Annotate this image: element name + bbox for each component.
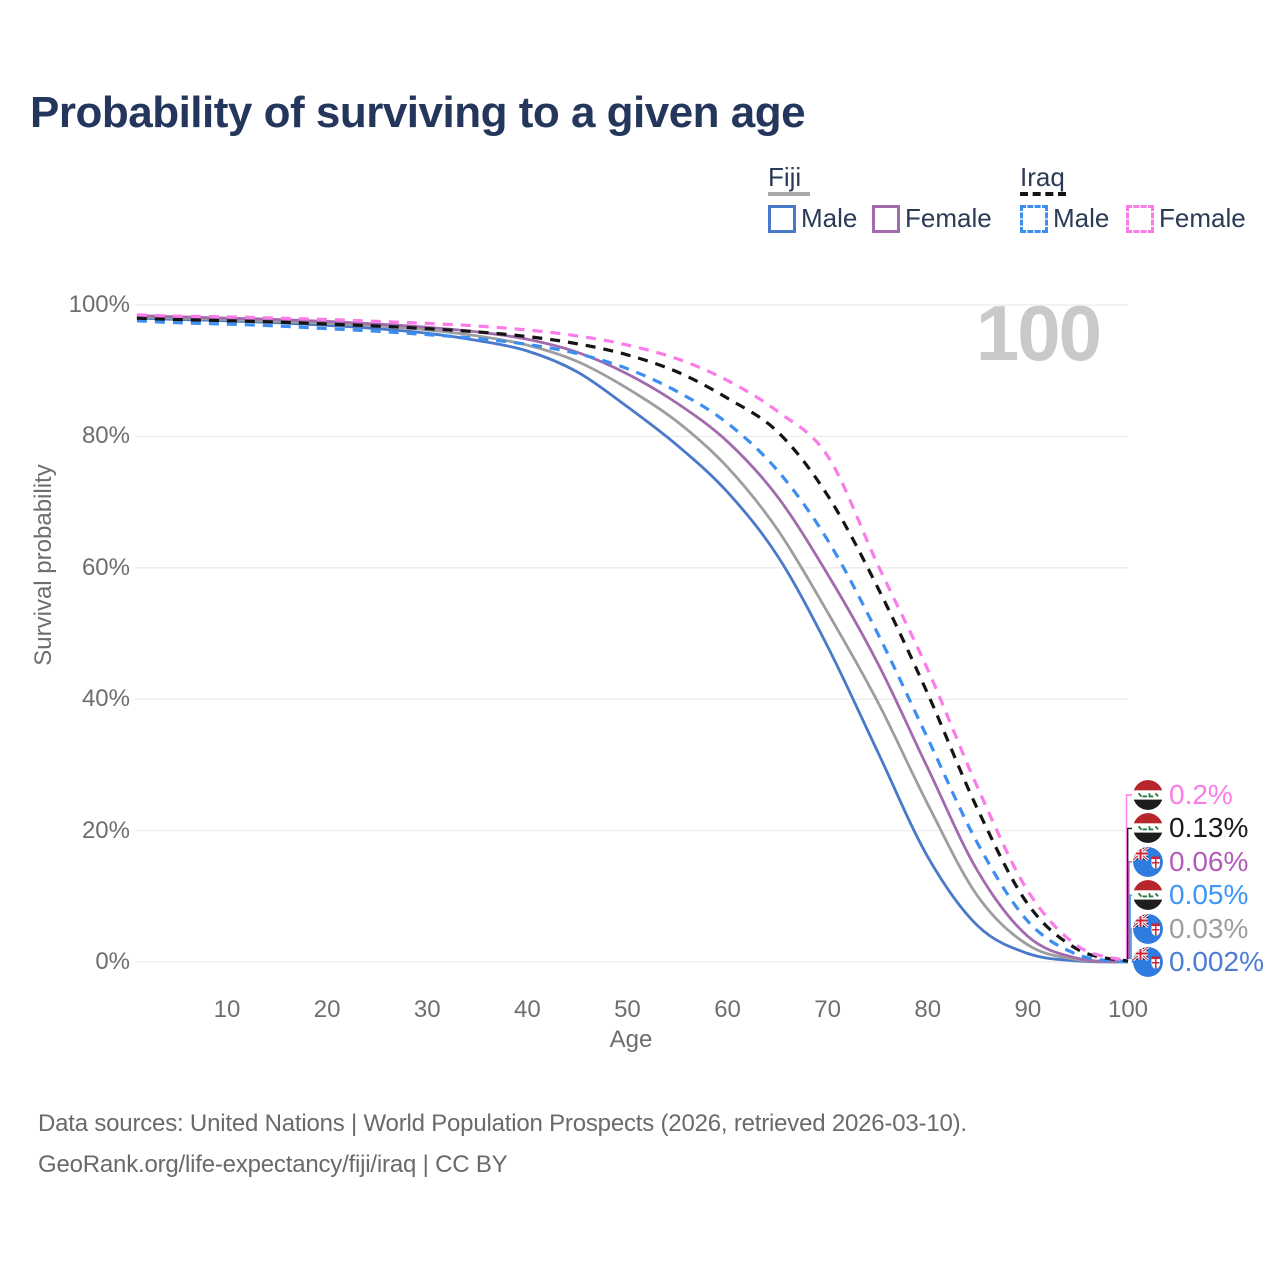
legend-country-fiji[interactable]: Fiji bbox=[768, 162, 802, 192]
fiji-flag-icon bbox=[1133, 947, 1163, 977]
end-label-value: 0.13% bbox=[1169, 812, 1249, 844]
legend-label-fiji-female[interactable]: Female bbox=[905, 203, 992, 233]
y-tick-label: 100% bbox=[68, 291, 130, 318]
iraq-flag-icon bbox=[1133, 813, 1163, 844]
y-tick-label: 80% bbox=[81, 422, 130, 450]
x-tick-label: 100 bbox=[1107, 996, 1149, 1023]
data-sources-line: Data sources: United Nations | World Pop… bbox=[38, 1110, 967, 1137]
x-tick-label: 60 bbox=[714, 996, 741, 1023]
iraq-flag-icon bbox=[1133, 780, 1163, 810]
x-tick-label: 20 bbox=[313, 996, 341, 1023]
x-tick-label: 40 bbox=[513, 996, 541, 1023]
legend-label-iraq-male[interactable]: Male bbox=[1053, 203, 1110, 233]
chart-footer: Data sources: United Nations | World Pop… bbox=[38, 1103, 967, 1185]
x-tick-label: 80 bbox=[914, 996, 942, 1023]
legend-country-iraq[interactable]: Iraq bbox=[1020, 162, 1065, 192]
end-label-value: 0.002% bbox=[1169, 946, 1264, 977]
x-tick-label: 10 bbox=[213, 996, 241, 1023]
legend-swatch-iraq-female[interactable] bbox=[1126, 205, 1154, 233]
legend-swatch-fiji-female[interactable] bbox=[872, 205, 900, 233]
y-tick-label: 20% bbox=[81, 816, 130, 844]
fiji-flag-icon bbox=[1133, 846, 1163, 877]
legend-swatch-fiji-male[interactable] bbox=[768, 205, 796, 233]
series-curve-iraq-male[interactable] bbox=[136, 319, 1129, 964]
end-label-value: 0.03% bbox=[1169, 912, 1249, 944]
fiji-flag-icon bbox=[1133, 947, 1163, 977]
end-label-connector bbox=[1125, 794, 1132, 959]
end-label-value: 0.06% bbox=[1169, 845, 1249, 877]
x-axis-title: Age bbox=[609, 1026, 653, 1053]
series-curve-fiji-all[interactable] bbox=[136, 315, 1129, 964]
page-title: Probability of surviving to a given age bbox=[30, 88, 806, 137]
series-curve-fiji-female[interactable] bbox=[136, 314, 1129, 963]
y-tick-label: 60% bbox=[81, 553, 130, 581]
x-tick-label: 30 bbox=[413, 996, 441, 1023]
legend-swatch-iraq-male[interactable] bbox=[1020, 205, 1048, 233]
iraq-flag-icon bbox=[1133, 880, 1163, 911]
y-tick-label: 40% bbox=[81, 685, 130, 713]
end-label-connector bbox=[1128, 861, 1132, 959]
attribution-line: GeoRank.org/life-expectancy/fiji/iraq | … bbox=[38, 1151, 508, 1178]
end-label-connector bbox=[1129, 894, 1132, 959]
iraq-flag-icon bbox=[1133, 813, 1163, 844]
y-tick-label: 0% bbox=[95, 948, 130, 975]
legend-iraq-line-sample bbox=[1020, 192, 1066, 196]
series-curve-iraq-female[interactable] bbox=[136, 313, 1129, 963]
fiji-flag-icon bbox=[1133, 913, 1163, 944]
fiji-flag-icon bbox=[1133, 846, 1163, 877]
end-label-connector bbox=[1127, 827, 1132, 959]
x-tick-label: 50 bbox=[614, 996, 641, 1023]
iraq-flag-icon bbox=[1133, 880, 1163, 911]
end-label-value: 0.2% bbox=[1169, 779, 1233, 810]
fiji-flag-icon bbox=[1133, 913, 1163, 944]
series-curve-iraq-all[interactable] bbox=[136, 316, 1129, 963]
end-label-value: 0.05% bbox=[1169, 879, 1249, 911]
end-label-connector bbox=[1131, 959, 1134, 963]
end-label-connector bbox=[1130, 927, 1132, 959]
iraq-flag-icon bbox=[1133, 780, 1163, 810]
x-tick-label: 90 bbox=[1014, 996, 1042, 1023]
legend-label-fiji-male[interactable]: Male bbox=[801, 203, 858, 233]
x-tick-label: 70 bbox=[814, 996, 841, 1023]
series-curve-fiji-male[interactable] bbox=[136, 316, 1129, 964]
legend-fiji-line-sample bbox=[768, 192, 810, 196]
age-counter-watermark: 100 bbox=[975, 289, 1102, 377]
legend-label-iraq-female[interactable]: Female bbox=[1159, 203, 1246, 233]
